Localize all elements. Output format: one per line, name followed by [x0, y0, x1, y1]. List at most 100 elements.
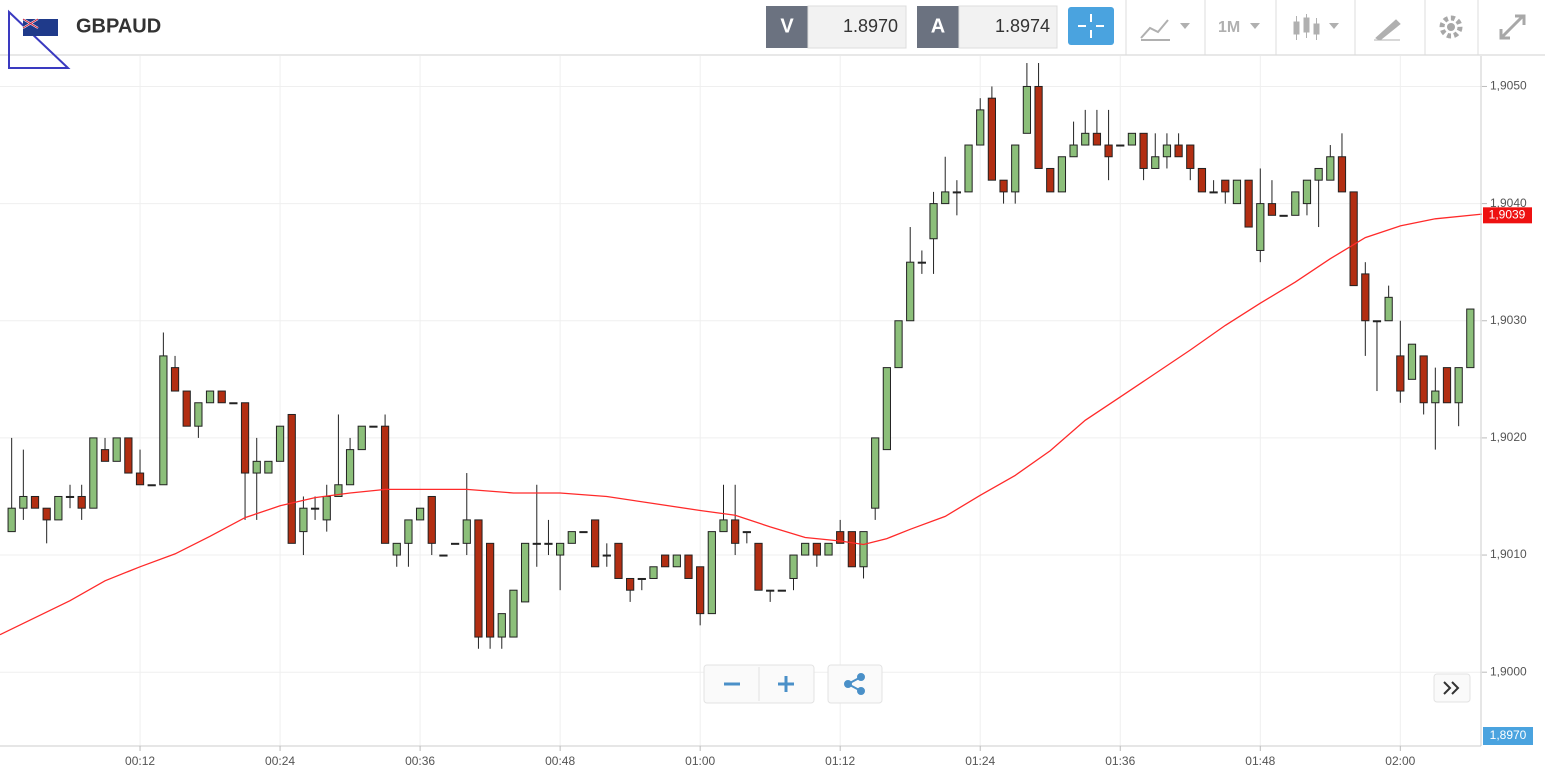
- candle-body: [485, 542, 495, 638]
- candle-body: [801, 542, 810, 556]
- candle-body: [731, 519, 740, 544]
- candle-body: [1139, 132, 1148, 169]
- buy-price-box[interactable]: [958, 5, 1058, 49]
- buy-price: 1.8974: [995, 16, 1050, 36]
- y-tick-label: 1,9040: [1490, 196, 1527, 210]
- candle-body: [1046, 167, 1055, 193]
- candle-body: [1384, 296, 1393, 322]
- candle-body: [229, 402, 238, 405]
- candle-body: [159, 355, 168, 486]
- candle-body: [474, 519, 483, 638]
- scroll-right-button[interactable]: [1433, 673, 1471, 703]
- candle-body: [439, 554, 448, 557]
- scroll-right-icon: [1443, 681, 1460, 695]
- candle-body: [602, 554, 611, 557]
- candle-body: [310, 507, 320, 510]
- candle-body: [357, 425, 366, 451]
- candle-body: [1431, 390, 1440, 404]
- candle-body: [941, 191, 950, 205]
- candle-body: [964, 144, 973, 193]
- symbol: GBPAUD: [76, 15, 161, 37]
- candle-body: [1022, 85, 1032, 134]
- candle-icon[interactable]: [1293, 14, 1320, 40]
- candle-body: [77, 495, 86, 509]
- candle-body: [1372, 320, 1382, 323]
- candle-body: [89, 437, 98, 509]
- candle-body: [1361, 273, 1370, 322]
- candle-body: [1396, 355, 1405, 392]
- x-tick-label: 01:12: [825, 754, 855, 768]
- candle-body: [1244, 179, 1253, 228]
- candle-body: [1349, 191, 1358, 287]
- fullscreen-icon[interactable]: [1499, 14, 1526, 40]
- timeframe[interactable]: 1M: [1218, 19, 1240, 36]
- candle-body: [1407, 343, 1417, 380]
- sell-button[interactable]: [766, 6, 808, 48]
- candle-body: [882, 367, 891, 451]
- candle-body: [1267, 203, 1277, 216]
- toolbar-separators: [1125, 0, 1479, 55]
- moving-average: [0, 213, 1483, 636]
- zoom-in-button[interactable]: [778, 676, 794, 692]
- sell-price-box[interactable]: [807, 5, 907, 49]
- settings-icon-center: [1447, 23, 1455, 31]
- candle-body: [952, 191, 961, 194]
- x-tick-label: 00:48: [545, 754, 575, 768]
- candle-body: [450, 542, 460, 545]
- candle-body: [182, 390, 191, 427]
- candle-body: [1221, 179, 1230, 193]
- dropdown-arrow: [1180, 23, 1190, 29]
- candle-body: [1232, 179, 1242, 205]
- candle-body: [836, 531, 845, 544]
- candle-body: [1092, 132, 1102, 146]
- candle-body: [42, 507, 51, 521]
- crosshair-button[interactable]: [1068, 7, 1114, 45]
- candle-body: [462, 519, 471, 544]
- candle-body: [380, 425, 390, 544]
- candle-body: [824, 542, 833, 556]
- candle-body: [1151, 156, 1160, 169]
- last-value-badge: [1483, 207, 1532, 224]
- candle-body: [135, 472, 145, 486]
- candle-body: [509, 589, 518, 638]
- candle-body: [170, 367, 180, 392]
- axes: 1,9000 1,9010 1,9020 1,9030 1,9040 1,9050 00:1…: [125, 79, 1533, 768]
- candle-body: [1162, 144, 1172, 158]
- candle-body: [392, 542, 401, 556]
- chart-type-icon[interactable]: [1140, 19, 1170, 41]
- candle-body: [544, 542, 553, 545]
- candle-body: [205, 390, 215, 404]
- candle-body: [532, 542, 541, 545]
- candle-body: [812, 542, 821, 556]
- y-tick-label: 1,9030: [1490, 313, 1527, 327]
- candle-body: [719, 519, 728, 533]
- settings-icon[interactable]: [1439, 15, 1463, 39]
- candle-body: [894, 320, 903, 369]
- x-tick-label: 00:36: [405, 754, 435, 768]
- candle-body: [1291, 191, 1300, 216]
- x-tick-label: 01:24: [965, 754, 995, 768]
- x-tick-label: 00:12: [125, 754, 155, 768]
- candle-body: [917, 261, 926, 264]
- candle-body: [1186, 144, 1195, 169]
- share-icon: [844, 673, 865, 695]
- candle-body: [742, 531, 751, 534]
- candle-body: [345, 449, 355, 486]
- candle-body: [240, 402, 250, 474]
- candle-body: [754, 542, 763, 591]
- candle-body: [859, 531, 868, 568]
- sell-label: V: [780, 15, 794, 37]
- candle-body: [1081, 132, 1090, 146]
- candle-body: [789, 554, 798, 579]
- y-tick-label: 1,9010: [1490, 547, 1527, 561]
- candle-body: [696, 566, 705, 615]
- candle-body: [626, 577, 635, 591]
- x-tick-label: 01:00: [685, 754, 715, 768]
- candle-body: [766, 589, 775, 592]
- share-button[interactable]: [827, 664, 883, 704]
- draw-icon[interactable]: [1374, 19, 1401, 41]
- candle-body: [1454, 367, 1463, 404]
- buy-button[interactable]: [917, 6, 959, 48]
- candle-body: [369, 425, 378, 428]
- last-value-label: 1,9039: [1489, 207, 1526, 221]
